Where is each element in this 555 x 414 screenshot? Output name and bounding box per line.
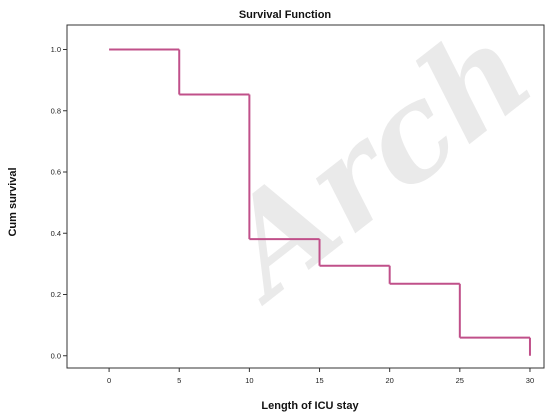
- x-axis: 0 5 10 15 20 25 30: [107, 368, 534, 385]
- x-tick-label: 20: [386, 376, 394, 385]
- chart-title: Survival Function: [239, 9, 332, 21]
- x-tick-label: 0: [107, 376, 111, 385]
- y-tick-label: 0.8: [51, 106, 61, 115]
- x-tick-label: 25: [456, 376, 464, 385]
- y-axis: 0.0 0.2 0.4 0.6 0.8 1.0: [51, 45, 67, 360]
- y-tick-label: 0.4: [51, 229, 61, 238]
- x-tick-label: 30: [526, 376, 534, 385]
- x-tick-label: 10: [245, 376, 253, 385]
- x-axis-label: Length of ICU stay: [261, 400, 359, 412]
- x-tick-label: 15: [315, 376, 323, 385]
- y-tick-label: 1.0: [51, 45, 61, 54]
- plot-frame: [66, 24, 545, 369]
- y-tick-label: 0.0: [51, 351, 61, 360]
- y-axis-label: Cum survival: [7, 167, 19, 236]
- x-tick-label: 5: [177, 376, 181, 385]
- y-tick-label: 0.2: [51, 290, 61, 299]
- series-layer: [109, 48, 531, 356]
- y-tick-label: 0.6: [51, 168, 61, 177]
- watermark-text: Arch: [186, 0, 555, 331]
